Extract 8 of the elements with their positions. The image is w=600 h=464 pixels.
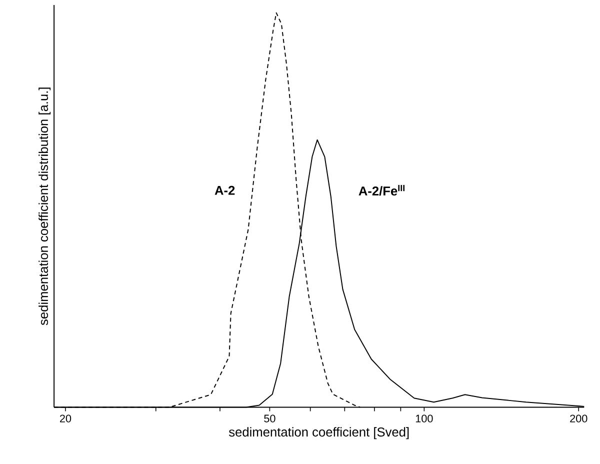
x-tick-label: 20 xyxy=(60,414,72,423)
series-label: A-2 xyxy=(214,186,235,195)
x-tick-label: 100 xyxy=(416,414,433,423)
y-axis-title: sedimentation coefficient distribution [a.u.] xyxy=(38,88,51,326)
x-axis-title: sedimentation coefficient [Sved] xyxy=(228,427,409,440)
x-tick-label: 50 xyxy=(264,414,276,423)
x-tick-label: 200 xyxy=(570,414,588,423)
text: A-2/Fe$^{III}$ xyxy=(358,185,404,196)
